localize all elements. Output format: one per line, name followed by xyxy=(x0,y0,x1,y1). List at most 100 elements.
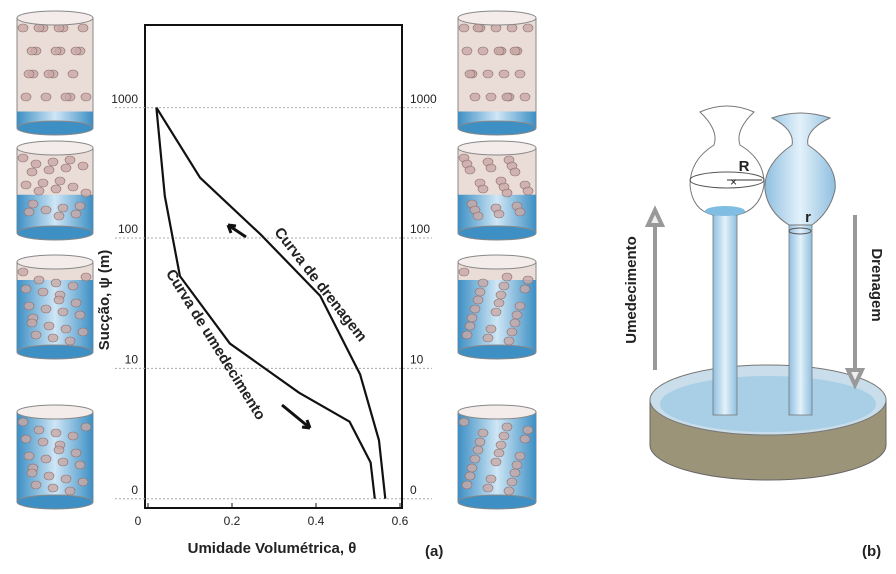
soil-grain xyxy=(459,418,469,426)
soil-grain xyxy=(470,93,480,101)
soil-grain xyxy=(515,452,525,460)
soil-grain xyxy=(78,478,88,486)
soil-grain xyxy=(34,276,44,284)
soil-grain xyxy=(467,464,477,472)
arrow xyxy=(282,405,310,428)
soil-grain xyxy=(507,328,517,336)
soil-grain xyxy=(507,478,517,486)
soil-grain xyxy=(520,435,530,443)
soil-grain xyxy=(494,449,504,457)
soil-grain xyxy=(54,212,64,220)
soil-grain xyxy=(523,24,533,32)
soil-grain xyxy=(470,305,480,313)
soil-grain xyxy=(51,429,61,437)
soil-grain xyxy=(34,24,44,32)
cylinder-bottom xyxy=(17,226,93,240)
y-tick-label: 10 xyxy=(410,353,424,367)
soil-grain xyxy=(41,93,51,101)
soil-grain xyxy=(510,469,520,477)
soil-grain xyxy=(502,93,512,101)
soil-grain xyxy=(61,475,71,483)
x-tick-label: 0.4 xyxy=(308,514,325,528)
y-tick-label: 10 xyxy=(125,353,139,367)
soil-grain xyxy=(38,438,48,446)
soil-grain xyxy=(31,160,41,168)
soil-grain xyxy=(31,331,41,339)
soil-grain xyxy=(459,268,469,276)
cylinder-bottom xyxy=(458,121,536,135)
soil-grain xyxy=(58,458,68,466)
soil-grain xyxy=(68,70,78,78)
soil-grain xyxy=(41,305,51,313)
soil-grain xyxy=(34,187,44,195)
soil-grain xyxy=(465,322,475,330)
soil-grain xyxy=(520,93,530,101)
soil-grain xyxy=(486,93,496,101)
capillary-illustration: × xyxy=(648,106,886,480)
soil-grain xyxy=(515,70,525,78)
soil-grain xyxy=(473,446,483,454)
soil-grain xyxy=(504,337,514,345)
soil-grain xyxy=(496,291,506,299)
svg-text:×: × xyxy=(730,175,737,189)
soil-grain xyxy=(71,299,81,307)
soil-grain xyxy=(478,279,488,287)
soil-grain xyxy=(475,288,485,296)
cylinder-bottom xyxy=(17,121,93,135)
soil-grain xyxy=(58,308,68,316)
cylinder-bottom xyxy=(458,226,536,240)
soil-grain xyxy=(38,288,48,296)
soil-cylinder xyxy=(458,141,536,240)
soil-grain xyxy=(470,455,480,463)
soil-grain xyxy=(462,481,472,489)
radius-label: r xyxy=(805,209,811,226)
soil-grain xyxy=(510,168,520,176)
soil-grain xyxy=(515,208,525,216)
soil-grain xyxy=(44,322,54,330)
soil-grain xyxy=(504,487,514,495)
radius-label: R xyxy=(739,158,750,175)
y-axis-label: Sucção, ψ (m) xyxy=(96,250,113,351)
soil-grain xyxy=(48,158,58,166)
soil-grain xyxy=(81,189,91,197)
soil-grain xyxy=(51,185,61,193)
series-label: Curva de umedecimento xyxy=(162,266,269,423)
x-tick-label: 0.2 xyxy=(224,514,241,528)
arrow-label: Drenagem xyxy=(868,248,885,321)
soil-grain xyxy=(31,481,41,489)
soil-grain xyxy=(483,70,493,78)
soil-grain xyxy=(486,475,496,483)
soil-grain xyxy=(478,429,488,437)
soil-grain xyxy=(502,423,512,431)
soil-grain xyxy=(61,93,71,101)
soil-cylinder xyxy=(17,405,93,509)
x-tick-label: 0 xyxy=(135,514,142,528)
soil-grain xyxy=(491,308,501,316)
cylinder-top xyxy=(458,11,536,25)
soil-grain xyxy=(34,426,44,434)
soil-grain xyxy=(499,70,509,78)
soil-grain xyxy=(44,70,54,78)
soil-grain xyxy=(18,24,28,32)
soil-grain xyxy=(48,484,58,492)
soil-grain xyxy=(465,472,475,480)
soil-grain xyxy=(78,162,88,170)
cylinder-bottom xyxy=(17,495,93,509)
soil-grain xyxy=(515,302,525,310)
soil-grain xyxy=(21,181,31,189)
soil-grain xyxy=(494,210,504,218)
cylinder-top xyxy=(458,141,536,155)
soil-grain xyxy=(51,279,61,287)
soil-grain xyxy=(499,432,509,440)
soil-grain xyxy=(491,458,501,466)
y-tick-label: 100 xyxy=(118,222,138,236)
soil-grain xyxy=(68,432,78,440)
arrow-label: Umedecimento xyxy=(623,236,640,344)
soil-grain xyxy=(41,455,51,463)
soil-grain xyxy=(486,325,496,333)
soil-grain xyxy=(473,296,483,304)
series-label: Curva de drenagem xyxy=(271,224,371,345)
y-tick-label: 1000 xyxy=(111,92,138,106)
soil-grain xyxy=(523,426,533,434)
soil-grain xyxy=(41,206,51,214)
